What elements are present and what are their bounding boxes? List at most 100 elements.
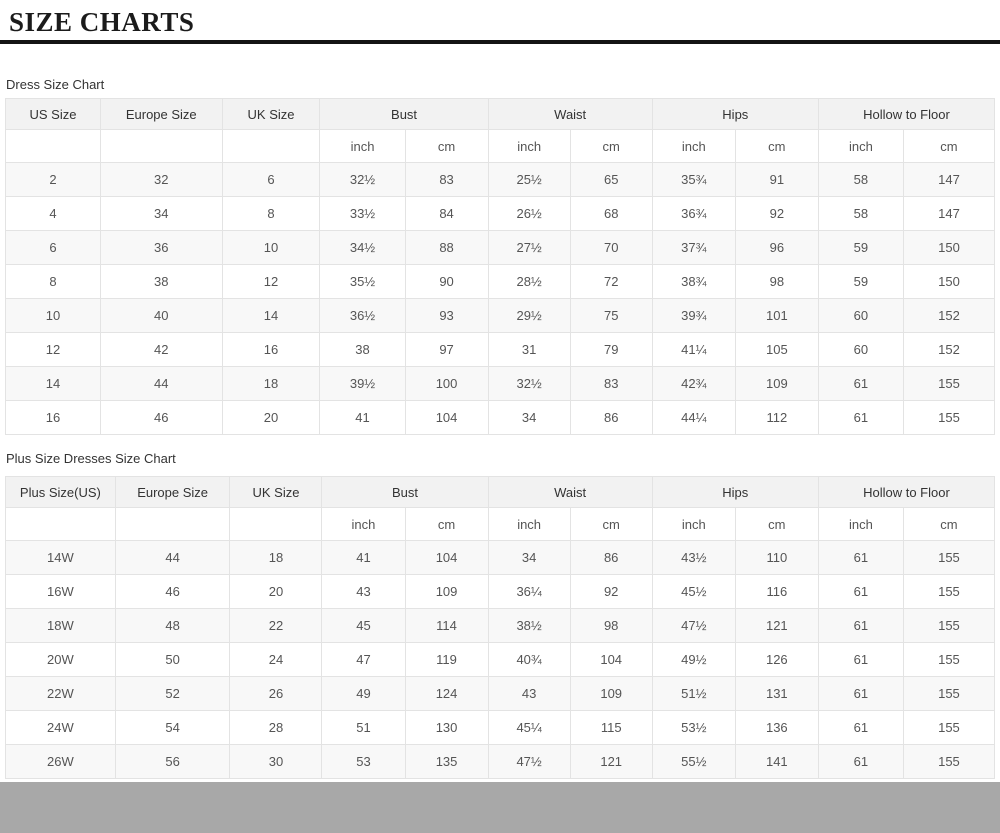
table-cell: 93: [404, 298, 489, 333]
table-cell: 155: [902, 540, 996, 575]
unit-header: cm: [404, 507, 489, 541]
table-cell: 41¼: [651, 332, 736, 367]
table-cell: 56: [114, 744, 231, 779]
table-cell: 20: [221, 400, 321, 435]
unit-header: inch: [651, 129, 736, 163]
table-cell: 36¾: [651, 196, 736, 231]
table-cell: 26½: [487, 196, 571, 231]
table-cell: 119: [404, 642, 489, 677]
table-cell: 46: [99, 400, 223, 435]
table-cell: 35½: [319, 264, 406, 299]
unit-header: cm: [734, 129, 819, 163]
table-cell: 45¼: [487, 710, 571, 745]
table-cell: 61: [817, 540, 904, 575]
table-cell: 79: [569, 332, 653, 367]
table-cell: 25½: [487, 162, 571, 197]
table-row: 24W 54 28 51 130 45¼ 115 53½ 136 61 155: [5, 710, 996, 745]
table-cell: 65: [569, 162, 653, 197]
table-cell: 136: [734, 710, 819, 745]
table-cell: 28½: [487, 264, 571, 299]
unit-header: inch: [487, 129, 571, 163]
table-cell: 98: [734, 264, 819, 299]
table-cell: 22W: [5, 676, 116, 711]
table-cell: 112: [734, 400, 819, 435]
table-cell: 45: [321, 608, 406, 643]
unit-header: cm: [902, 129, 996, 163]
table-cell: 10: [221, 230, 321, 265]
table-row: 16W 46 20 43 109 36¼ 92 45½ 116 61 155: [5, 574, 996, 609]
table-cell: 130: [404, 710, 489, 745]
unit-header: inch: [319, 129, 406, 163]
table-cell: 20W: [5, 642, 116, 677]
table-cell: 86: [569, 400, 653, 435]
table-cell: 121: [734, 608, 819, 643]
table-cell: 155: [902, 744, 996, 779]
table-cell: 8: [5, 264, 101, 299]
empty-header-cell: [229, 507, 323, 541]
table-cell: 42: [99, 332, 223, 367]
table-cell: 88: [404, 230, 489, 265]
table-cell: 50: [114, 642, 231, 677]
table-cell: 31: [487, 332, 571, 367]
unit-header: inch: [651, 507, 736, 541]
table-cell: 14W: [5, 540, 116, 575]
table-cell: 16: [5, 400, 101, 435]
table-row: 14W 44 18 41 104 34 86 43½ 110 61 155: [5, 540, 996, 575]
table-cell: 61: [817, 642, 904, 677]
table-cell: 48: [114, 608, 231, 643]
table-cell: 96: [734, 230, 819, 265]
table-cell: 43: [487, 676, 571, 711]
table-cell: 84: [404, 196, 489, 231]
table-caption: Plus Size Dresses Size Chart: [6, 451, 176, 466]
unit-header: inch: [817, 129, 904, 163]
table-cell: 18: [221, 366, 321, 401]
table-cell: 58: [817, 162, 904, 197]
table-cell: 110: [734, 540, 819, 575]
table-cell: 47½: [487, 744, 571, 779]
column-header: Europe Size: [99, 98, 223, 130]
table-cell: 91: [734, 162, 819, 197]
table-cell: 101: [734, 298, 819, 333]
table-cell: 70: [569, 230, 653, 265]
table-cell: 44: [114, 540, 231, 575]
table-cell: 40: [99, 298, 223, 333]
table-cell: 60: [817, 332, 904, 367]
dress-size-chart-section: Dress Size Chart US Size Europe Size UK Si…: [5, 77, 996, 435]
table-cell: 104: [569, 642, 653, 677]
table-cell: 54: [114, 710, 231, 745]
table-cell: 141: [734, 744, 819, 779]
column-header: Hips: [651, 476, 819, 508]
column-group-row: US Size Europe Size UK Size Bust Waist Hips Ho…: [5, 98, 996, 130]
table-cell: 86: [569, 540, 653, 575]
table-row: 10 40 14 36½ 93 29½ 75 39¾ 101 60 152: [5, 298, 996, 333]
table-row: 12 42 16 38 97 31 79 41¼ 105 60 152: [5, 332, 996, 367]
column-header: Waist: [487, 476, 653, 508]
table-cell: 126: [734, 642, 819, 677]
table-cell: 147: [902, 196, 996, 231]
table-cell: 47½: [651, 608, 736, 643]
table-cell: 32: [99, 162, 223, 197]
content: Dress Size Chart US Size Europe Size UK Si…: [0, 44, 1000, 779]
table-cell: 61: [817, 744, 904, 779]
empty-header-cell: [5, 507, 116, 541]
empty-header-cell: [99, 129, 223, 163]
unit-row: inch cm inch cm inch cm inch cm: [5, 507, 996, 541]
table-cell: 41: [319, 400, 406, 435]
table-cell: 4: [5, 196, 101, 231]
table-cell: 60: [817, 298, 904, 333]
table-cell: 152: [902, 298, 996, 333]
table-cell: 14: [5, 366, 101, 401]
table-cell: 24: [229, 642, 323, 677]
page-header: SIZE CHARTS: [0, 0, 1000, 44]
footer-background: [0, 782, 1000, 833]
column-group-row: Plus Size(US) Europe Size UK Size Bust Waist…: [5, 476, 996, 508]
unit-header: cm: [734, 507, 819, 541]
table-cell: 59: [817, 264, 904, 299]
table-cell: 20: [229, 574, 323, 609]
table-cell: 34½: [319, 230, 406, 265]
column-header: Bust: [319, 98, 489, 130]
table-cell: 58: [817, 196, 904, 231]
table-cell: 53½: [651, 710, 736, 745]
table-cell: 100: [404, 366, 489, 401]
page-title: SIZE CHARTS: [9, 7, 195, 37]
